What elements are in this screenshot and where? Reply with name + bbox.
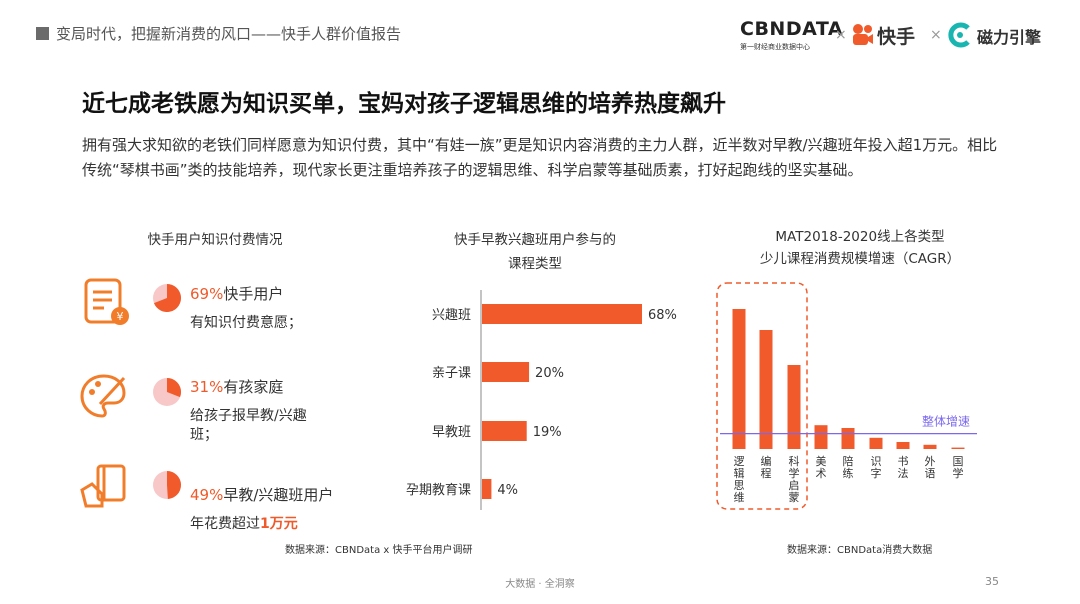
bar-category-label: 亲子课 [432, 366, 471, 381]
cagr-category-label: 科学启蒙 [789, 454, 800, 504]
stat-1-description: 有知识付费意愿； [190, 315, 302, 331]
cagr-bar [814, 425, 828, 449]
stat-2-headline: 31%有孩家庭 [190, 378, 284, 396]
svg-text:¥: ¥ [117, 310, 124, 323]
cagr-category-label: 识字 [871, 455, 882, 480]
hand-book-icon [80, 464, 126, 508]
report-title: 变局时代，把握新消费的风口——快手人群价值报告 [56, 25, 402, 43]
cagr-bar [841, 428, 855, 449]
cbndata-logo: CBNDATA [740, 18, 844, 40]
intro-paragraph: 拥有强大求知欲的老铁们同样愿意为知识付费，其中“有娃一族”更是知识内容消费的主力… [82, 136, 998, 179]
pie-69-icon [153, 284, 181, 312]
cagr-category-label: 陪练 [843, 454, 854, 480]
cili-engine-logo-icon [948, 22, 970, 48]
bar-category-label: 兴趣班 [432, 308, 471, 323]
cagr-bar [896, 442, 910, 449]
bar [482, 304, 642, 324]
cagr-bar [787, 365, 801, 449]
cagr-category-label: 逻辑思维 [734, 455, 745, 504]
bar-category-label: 孕期教育课 [406, 482, 471, 498]
bar [482, 362, 530, 382]
overall-growth-label: 整体增速 [922, 414, 970, 429]
header-square-icon [36, 27, 49, 40]
footer-slogan: 大数据 · 全洞察 [505, 579, 575, 590]
cagr-category-label: 国学 [953, 455, 964, 480]
logo-separator: × [930, 27, 942, 43]
cagr-category-label: 外语 [925, 455, 936, 480]
cagr-bar [951, 447, 965, 449]
left-panel-title: 快手用户知识付费情况 [147, 232, 283, 248]
course-type-bar-chart: 兴趣班 68% 亲子课 20% 早教班 19% 孕期教育课 4% [406, 290, 677, 510]
kuaishou-logo-text: 快手 [877, 26, 916, 48]
stat-3-description: 年花费超过1万元 [190, 516, 298, 532]
kuaishou-logo-icon [853, 24, 873, 45]
cagr-bar [923, 444, 937, 449]
right-source-note: 数据来源：CBNData消费大数据 [787, 545, 933, 556]
left-source-note: 数据来源：CBNData x 快手平台用户调研 [285, 545, 473, 556]
document-yuan-icon: ¥ [84, 278, 129, 325]
bar [482, 421, 527, 441]
pie-slice [153, 284, 181, 312]
bar-value-label: 20% [535, 366, 564, 381]
cbndata-logo-subtitle: 第一财经商业数据中心 [740, 43, 810, 51]
logo-separator: × [835, 27, 847, 43]
right-chart-title: MAT2018-2020线上各类型 少儿课程消费规模增速（CAGR） [759, 229, 961, 267]
cagr-bar [732, 309, 746, 449]
cagr-bar [869, 437, 883, 449]
pie-slice [167, 471, 182, 499]
bar-value-label: 68% [648, 308, 677, 323]
bar [482, 479, 492, 499]
pie-slice [167, 378, 181, 398]
stat-3-headline: 49%早教/兴趣班用户 [190, 486, 334, 504]
stat-2-description: 给孩子报早教/兴趣 班； [190, 408, 307, 443]
stat-1-headline: 69%快手用户 [190, 285, 284, 303]
highlight-box [716, 282, 808, 510]
page-title: 近七成老铁愿为知识买单，宝妈对孩子逻辑思维的培养热度飙升 [82, 91, 726, 117]
palette-brush-icon [80, 374, 126, 418]
bar-value-label: 4% [497, 483, 518, 498]
mid-chart-title: 快手早教兴趣班用户参与的 课程类型 [454, 232, 616, 272]
bar-value-label: 19% [533, 425, 562, 440]
bar-category-label: 早教班 [432, 424, 471, 440]
cili-engine-logo-text: 磁力引擎 [977, 28, 1042, 47]
pie-31-icon [153, 378, 181, 406]
cagr-category-label: 书法 [898, 455, 909, 480]
cagr-category-label: 编程 [761, 454, 772, 480]
cagr-category-label: 美术 [816, 455, 827, 480]
pie-49-icon [153, 471, 182, 499]
cagr-bar [759, 330, 773, 449]
page-number: 35 [985, 575, 999, 588]
